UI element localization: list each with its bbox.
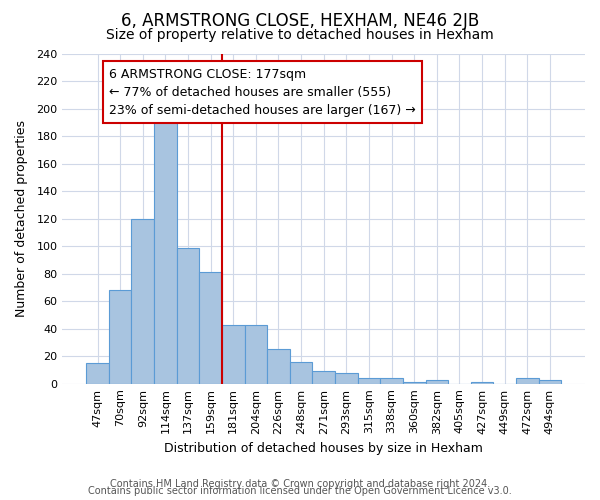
Text: Size of property relative to detached houses in Hexham: Size of property relative to detached ho…	[106, 28, 494, 42]
Bar	[358, 378, 380, 384]
Text: 6, ARMSTRONG CLOSE, HEXHAM, NE46 2JB: 6, ARMSTRONG CLOSE, HEXHAM, NE46 2JB	[121, 12, 479, 30]
Text: Contains HM Land Registry data © Crown copyright and database right 2024.: Contains HM Land Registry data © Crown c…	[110, 479, 490, 489]
Bar	[471, 382, 493, 384]
Bar	[222, 324, 245, 384]
Y-axis label: Number of detached properties: Number of detached properties	[15, 120, 28, 318]
Bar	[425, 380, 448, 384]
Text: 6 ARMSTRONG CLOSE: 177sqm
← 77% of detached houses are smaller (555)
23% of semi: 6 ARMSTRONG CLOSE: 177sqm ← 77% of detac…	[109, 68, 416, 116]
Bar	[154, 118, 176, 384]
Bar	[516, 378, 539, 384]
Bar	[539, 380, 561, 384]
Bar	[131, 219, 154, 384]
Bar	[313, 372, 335, 384]
Bar	[86, 363, 109, 384]
Bar	[335, 372, 358, 384]
Bar	[176, 248, 199, 384]
Bar	[403, 382, 425, 384]
Bar	[245, 324, 267, 384]
Bar	[109, 290, 131, 384]
Text: Contains public sector information licensed under the Open Government Licence v3: Contains public sector information licen…	[88, 486, 512, 496]
Bar	[267, 350, 290, 384]
Bar	[290, 362, 313, 384]
Bar	[199, 272, 222, 384]
X-axis label: Distribution of detached houses by size in Hexham: Distribution of detached houses by size …	[164, 442, 483, 455]
Bar	[380, 378, 403, 384]
